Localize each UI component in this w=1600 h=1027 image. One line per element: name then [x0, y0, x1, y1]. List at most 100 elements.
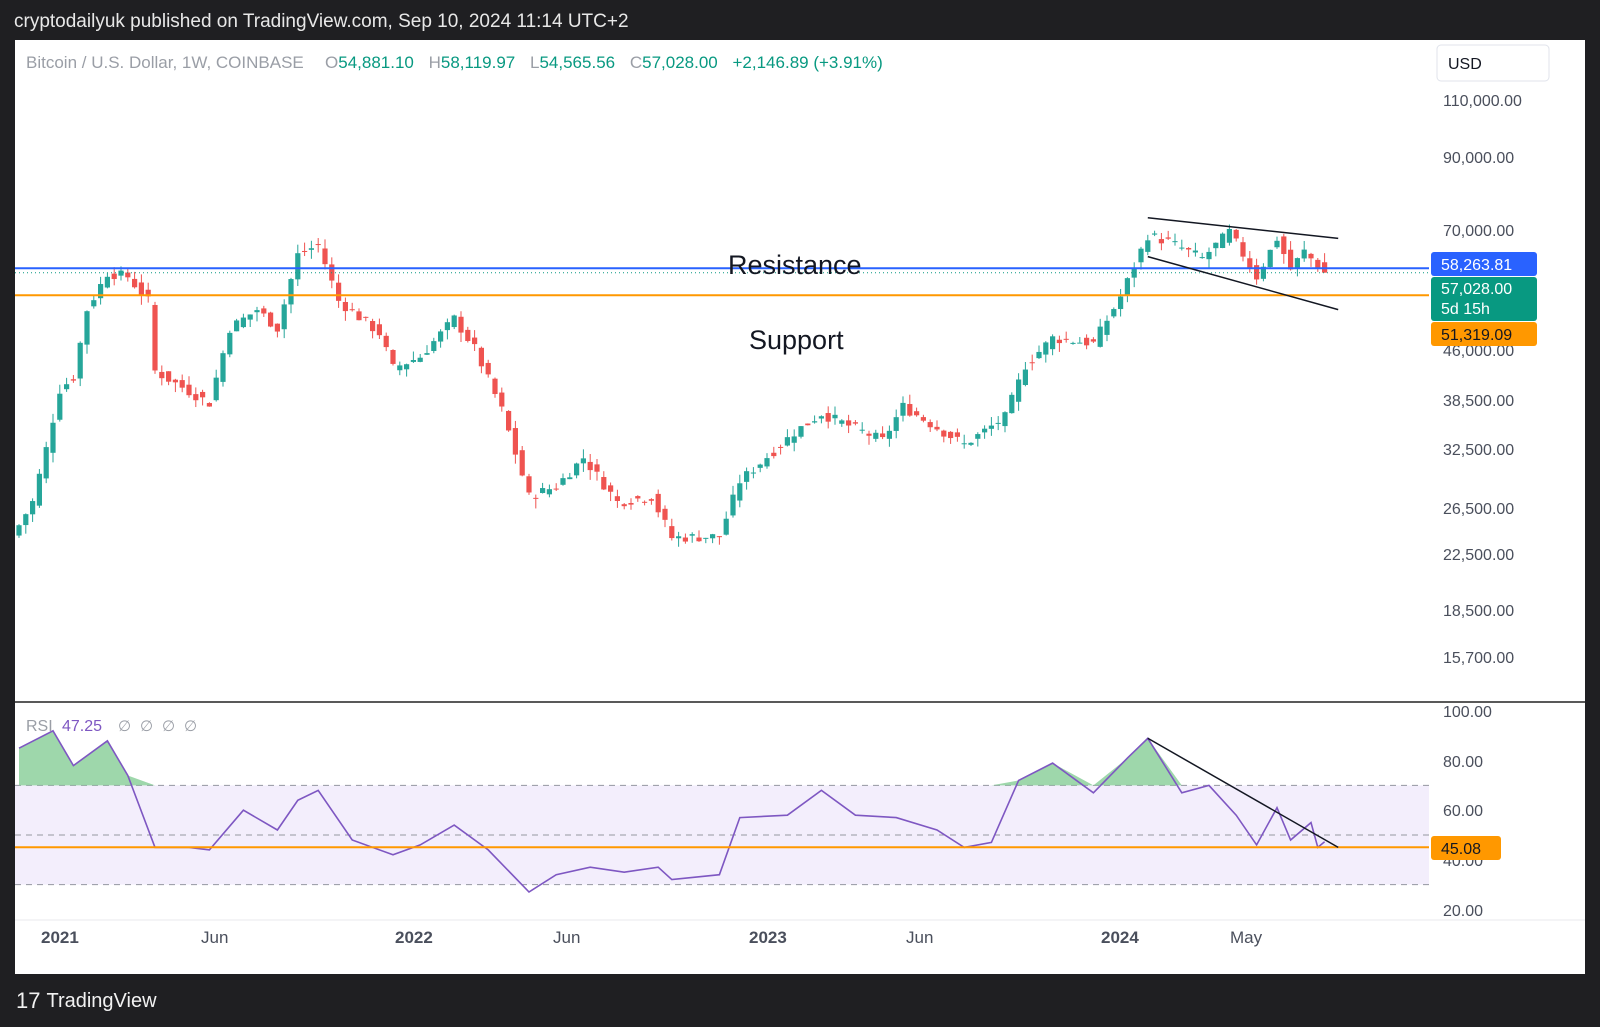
- candle: [342, 297, 348, 321]
- candle: [744, 467, 750, 490]
- candle: [512, 420, 518, 464]
- candle: [1043, 341, 1049, 363]
- rsi-value: 47.25: [62, 718, 102, 735]
- candle: [1165, 230, 1171, 240]
- candle: [1274, 236, 1280, 249]
- candle-body: [1301, 249, 1307, 259]
- rsi-tick: 20.00: [1443, 903, 1483, 920]
- candle: [961, 434, 967, 449]
- time-tick: Jun: [906, 928, 933, 947]
- candle: [36, 469, 42, 508]
- candle-body: [1179, 247, 1185, 249]
- candle-body: [465, 329, 471, 341]
- candle-body: [1315, 259, 1321, 269]
- candle: [444, 318, 450, 340]
- candle: [438, 329, 444, 348]
- last-price-badge: 57,028.00 5d 15h: [1431, 277, 1537, 321]
- candle: [621, 503, 627, 510]
- candle-body: [186, 384, 192, 396]
- price-tick: 15,700.00: [1443, 650, 1514, 667]
- candle-body: [669, 526, 675, 539]
- price-tick: 110,000.00: [1443, 93, 1522, 110]
- candle-body: [363, 316, 369, 318]
- candle: [254, 306, 260, 322]
- candle-body: [580, 458, 586, 464]
- candle: [104, 272, 110, 289]
- candle: [1131, 262, 1137, 288]
- rsi-pane[interactable]: [15, 729, 1429, 894]
- candle-body: [778, 446, 784, 448]
- candle-body: [798, 426, 804, 437]
- ohlc-values: O54,881.10 H58,119.97 L54,565.56 C57,028…: [325, 53, 883, 72]
- candle-body: [608, 485, 614, 492]
- candle-body: [410, 360, 416, 362]
- rsi-tick: 60.00: [1443, 803, 1483, 820]
- candle-body: [1118, 296, 1124, 310]
- chart-panel[interactable]: Bitcoin / U.S. Dollar, 1W, COINBASE O54,…: [15, 40, 1585, 974]
- candle: [159, 365, 165, 386]
- candle: [261, 305, 267, 317]
- candle: [1077, 337, 1083, 344]
- candle: [166, 371, 172, 386]
- candle: [349, 302, 355, 312]
- last-price-text: 57,028.00: [1441, 281, 1512, 298]
- candle-body: [886, 430, 892, 439]
- candle-body: [1002, 412, 1008, 427]
- candle: [23, 513, 29, 534]
- price-axis[interactable]: 110,000.00 90,000.00 70,000.00 46,000.00…: [1443, 93, 1522, 667]
- candle: [1016, 373, 1022, 411]
- candle: [886, 425, 892, 447]
- candle-body: [560, 478, 566, 485]
- candle: [676, 531, 682, 547]
- rsi-overbought-fill: [19, 730, 1182, 786]
- candle-body: [1077, 342, 1083, 344]
- candle-body: [1186, 247, 1192, 250]
- rsi-legend: RSI 47.25 ∅ ∅ ∅ ∅: [26, 718, 197, 735]
- candle-body: [98, 284, 104, 299]
- candle-body: [1254, 265, 1260, 280]
- candle-body: [655, 493, 661, 513]
- candle: [1281, 233, 1287, 264]
- candle-body: [968, 442, 974, 445]
- candle: [764, 453, 770, 469]
- candle: [519, 446, 525, 477]
- candle: [1118, 288, 1124, 317]
- candle-body: [1084, 337, 1090, 346]
- candle: [70, 374, 76, 383]
- publisher-line: cryptodailyuk published on TradingView.c…: [14, 11, 629, 32]
- candle-body: [567, 477, 573, 480]
- candle-body: [533, 497, 539, 499]
- price-tick: 26,500.00: [1443, 501, 1514, 518]
- time-axis[interactable]: 2021 Jun 2022 Jun 2023 Jun 2024 May: [15, 919, 1585, 947]
- chart-svg[interactable]: Bitcoin / U.S. Dollar, 1W, COINBASE O54,…: [15, 40, 1585, 974]
- candle-body: [716, 536, 722, 538]
- candle: [812, 415, 818, 424]
- candle-body: [750, 472, 756, 474]
- candle-body: [30, 501, 36, 515]
- time-tick: Jun: [553, 928, 580, 947]
- candle-body: [1288, 249, 1294, 270]
- candle: [308, 240, 314, 259]
- candle: [465, 326, 471, 343]
- candle-body: [458, 316, 464, 333]
- rsi-axis[interactable]: 100.00 80.00 60.00 40.00 20.00: [1443, 704, 1492, 920]
- candle-body: [70, 379, 76, 381]
- resistance-price-text: 58,263.81: [1441, 257, 1512, 274]
- candle: [397, 361, 403, 376]
- candle: [723, 511, 729, 536]
- candle-body: [614, 496, 620, 501]
- candle: [975, 432, 981, 447]
- candle: [839, 419, 845, 427]
- candle: [132, 271, 138, 289]
- candle-body: [1220, 233, 1226, 249]
- rsi-line: [18, 729, 1326, 894]
- candle: [247, 314, 253, 328]
- candle-body: [1104, 320, 1110, 335]
- candle: [574, 462, 580, 479]
- rsi-placeholder: ∅: [184, 718, 197, 735]
- currency-button[interactable]: USD: [1436, 44, 1550, 82]
- high-label: H: [429, 53, 441, 72]
- candle-body: [730, 494, 736, 516]
- main-price-pane[interactable]: [15, 216, 1429, 547]
- candle-body: [846, 420, 852, 426]
